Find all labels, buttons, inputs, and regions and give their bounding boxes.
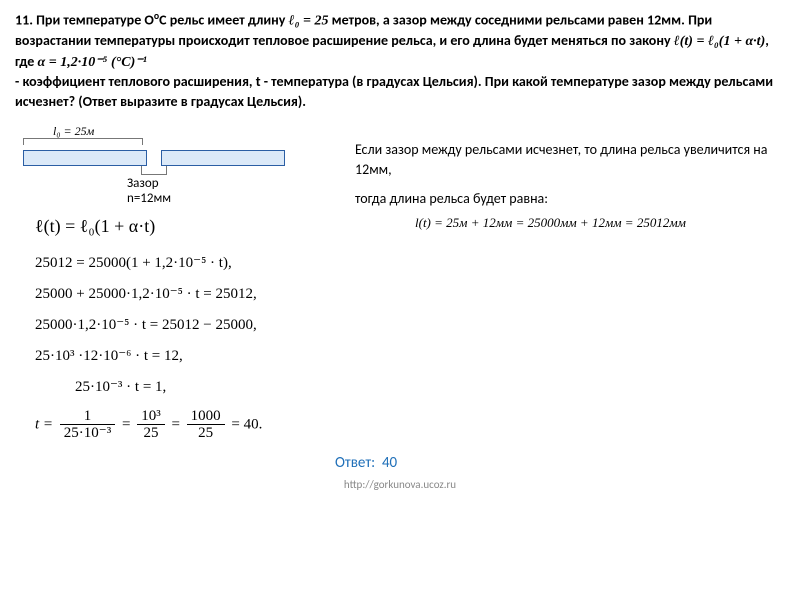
problem-t1: При температуре О bbox=[36, 12, 154, 29]
calculations: ℓ(t) = ℓ₀(1 + α·t) 25012 = 25000(1 + 1,2… bbox=[15, 216, 785, 442]
problem-number: 11. bbox=[15, 12, 33, 29]
footer-url: http://gorkunova.ucoz.ru bbox=[15, 478, 785, 491]
frac-3: 1000 25 bbox=[187, 408, 225, 442]
gap-label-1: Зазор bbox=[127, 176, 159, 191]
rail-right bbox=[161, 150, 285, 166]
final-result: = 40. bbox=[231, 416, 262, 432]
calc-step-4: 25·10³ ·12·10⁻⁶ · t = 12, bbox=[35, 346, 785, 365]
frac-2: 10³ 25 bbox=[137, 408, 165, 442]
problem-t2: С рельс имеет длину bbox=[159, 12, 285, 29]
length-calc: l(t) = 25м + 12мм = 25000мм + 12мм = 250… bbox=[415, 215, 775, 231]
explain-1: Если зазор между рельсами исчезнет, то д… bbox=[355, 140, 775, 179]
calc-step-1: 25012 = 25000(1 + 1,2·10⁻⁵ · t), bbox=[35, 253, 785, 272]
frac-1: 1 25·10⁻³ bbox=[60, 408, 115, 442]
calc-step-5: 25·10⁻³ · t = 1, bbox=[75, 377, 785, 396]
l0-expr: ℓ₀ = 25 bbox=[289, 14, 329, 29]
frac-2-num: 10³ bbox=[137, 408, 165, 426]
frac-2-den: 25 bbox=[137, 425, 165, 442]
rail-left bbox=[23, 150, 147, 166]
frac-3-num: 1000 bbox=[187, 408, 225, 426]
explain-2: тогда длина рельса будет равна: bbox=[355, 189, 775, 209]
answer-value: 40 bbox=[382, 454, 397, 472]
gap-bracket bbox=[141, 166, 167, 175]
answer-label: Ответ: bbox=[335, 454, 375, 472]
frac-1-den: 25·10⁻³ bbox=[60, 425, 115, 442]
calc-final: t = 1 25·10⁻³ = 10³ 25 = 1000 25 = 40. bbox=[35, 408, 785, 442]
alpha-expr: α = 1,2·10⁻⁵ (°C)⁻¹ bbox=[38, 55, 147, 70]
problem-t5: - коэффициент теплового расширения, t - … bbox=[15, 73, 773, 110]
gap-label: Зазор n=12мм bbox=[127, 176, 171, 206]
gap-label-2: n=12мм bbox=[127, 191, 171, 206]
dim-label: l₀ = 25м bbox=[53, 124, 94, 139]
problem-text: 11. При температуре ОоС рельс имеет длин… bbox=[15, 10, 785, 112]
dim-bracket bbox=[23, 138, 143, 145]
calc-step-3: 25000·1,2·10⁻⁵ · t = 25012 − 25000, bbox=[35, 315, 785, 334]
answer-block: Ответ: 40 bbox=[335, 454, 785, 472]
frac-1-num: 1 bbox=[60, 408, 115, 426]
frac-3-den: 25 bbox=[187, 425, 225, 442]
calc-step-2: 25000 + 25000·1,2·10⁻⁵ · t = 25012, bbox=[35, 284, 785, 303]
law-expr: ℓ(t) = ℓ₀(1 + α·t) bbox=[674, 34, 765, 49]
explanation-block: Если зазор между рельсами исчезнет, то д… bbox=[355, 140, 775, 231]
